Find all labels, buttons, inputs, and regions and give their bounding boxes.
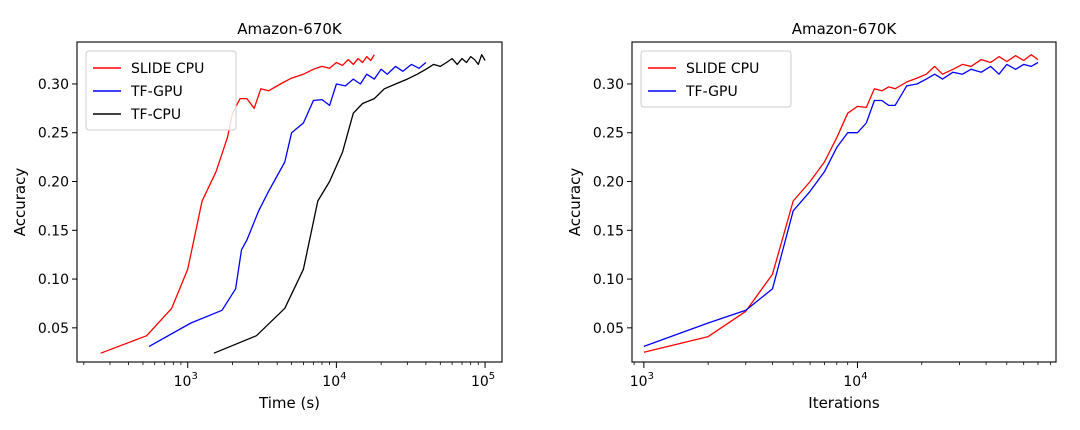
legend-label: TF-CPU: [130, 107, 181, 123]
legend-label: TF-GPU: [130, 84, 183, 100]
x-tick-exponent: 5: [489, 371, 495, 382]
legend: SLIDE CPU TF-GPU TF-CPU: [85, 50, 237, 131]
x-tick-base: 10: [843, 374, 861, 390]
y-tick-label: 0.25: [38, 126, 69, 142]
y-tick-label: 0.15: [38, 223, 69, 239]
x-tick-base: 10: [471, 374, 489, 390]
series-line-slide-cpu: [643, 54, 1039, 353]
series-line-tf-gpu: [148, 62, 427, 347]
x-tick-label: 105: [471, 371, 495, 390]
x-axis-label: Iterations: [808, 394, 880, 412]
x-tick-label: 103: [630, 371, 654, 390]
y-tick-label: 0.10: [38, 272, 69, 288]
y-tick-label: 0.20: [38, 175, 69, 191]
legend-label: SLIDE CPU: [131, 61, 204, 77]
x-tick-exponent: 3: [191, 371, 197, 382]
y-tick-label: 0.30: [593, 77, 624, 93]
series-line-tf-cpu: [213, 54, 486, 354]
y-tick-label: 0.05: [593, 321, 624, 337]
y-tick-label: 0.30: [38, 77, 69, 93]
legend-box: [640, 50, 792, 108]
x-tick-base: 10: [322, 374, 340, 390]
y-axis-label: Accuracy: [11, 168, 29, 237]
y-tick-label: 0.25: [593, 126, 624, 142]
x-tick-label: 103: [174, 371, 198, 390]
plot-frame: [76, 41, 503, 363]
x-tick-label: 104: [843, 371, 867, 390]
x-tick-exponent: 4: [340, 371, 346, 382]
x-axis-label: Time (s): [258, 394, 320, 412]
y-tick-label: 0.15: [593, 223, 624, 239]
x-tick-base: 10: [630, 374, 648, 390]
y-tick-label: 0.20: [593, 175, 624, 191]
series-line-tf-gpu: [643, 61, 1039, 348]
x-tick-label: 104: [322, 371, 346, 390]
legend-box: [85, 50, 237, 131]
chart-title: Amazon-670K: [237, 20, 343, 38]
series-line-slide-cpu: [100, 54, 375, 354]
y-tick-label: 0.05: [38, 321, 69, 337]
legend: SLIDE CPU TF-GPU: [640, 50, 792, 108]
y-tick-label: 0.10: [593, 272, 624, 288]
y-axis-label: Accuracy: [566, 168, 584, 237]
plot-frame: [631, 41, 1057, 363]
chart-title: Amazon-670K: [792, 20, 898, 38]
x-tick-base: 10: [174, 374, 192, 390]
x-tick-exponent: 3: [648, 371, 654, 382]
x-tick-exponent: 4: [861, 371, 867, 382]
legend-label: TF-GPU: [685, 84, 738, 100]
legend-label: SLIDE CPU: [686, 61, 759, 77]
